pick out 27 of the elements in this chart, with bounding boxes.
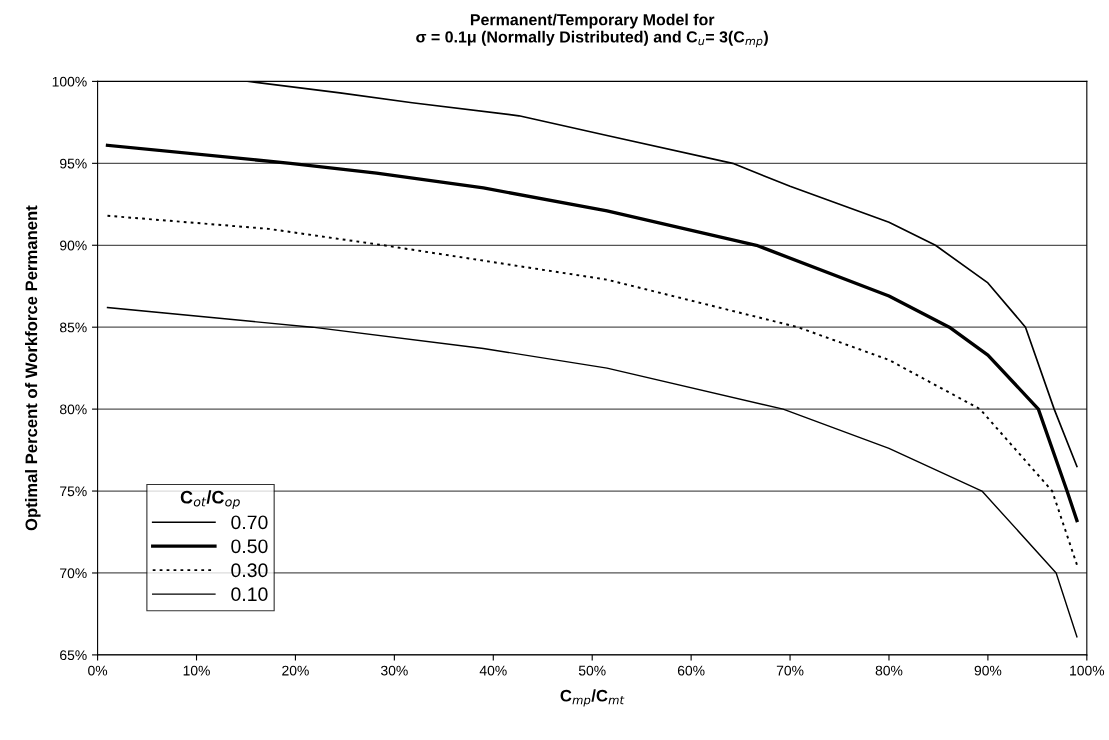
x-tick-label: 30%	[380, 665, 408, 676]
x-tick-label: 90%	[974, 665, 1002, 676]
x-tick-label: 100%	[1070, 665, 1105, 676]
legend-label: 0.70	[231, 515, 268, 530]
y-axis-title: Optimal Percent of Workforce Permanent	[25, 205, 41, 531]
x-tick-label: 70%	[776, 665, 804, 676]
x-tick-label: 80%	[875, 665, 903, 676]
legend-label: 0.10	[231, 587, 268, 602]
x-tick-label: 10%	[183, 665, 210, 676]
x-tick-label: 50%	[578, 665, 606, 676]
x-axis-title: C$_{mp}$/C$_{mt}$	[560, 689, 625, 707]
x-tick-label: 60%	[677, 665, 705, 676]
x-tick-label: 40%	[479, 665, 507, 676]
legend-title: C$_{ot}$/C$_{op}$	[180, 490, 240, 509]
y-tick-label: 95%	[60, 158, 87, 169]
y-tick-label: 80%	[59, 404, 87, 415]
y-tick-label: 70%	[60, 568, 87, 579]
y-tick-label: 75%	[60, 486, 87, 497]
y-tick-label: 85%	[59, 322, 87, 333]
legend-label: 0.30	[231, 563, 268, 578]
y-tick-label: 90%	[60, 240, 87, 251]
x-tick-label: 0%	[88, 665, 108, 676]
chart-title: Permanent/Temporary Model for σ = 0.1μ (Normally Distributed) and C$_{u}$= 3(C$_{mp}$)	[416, 13, 768, 48]
y-tick-label: 100%	[52, 76, 87, 87]
x-tick-label: 20%	[282, 665, 309, 676]
y-tick-label: 65%	[60, 650, 87, 661]
legend-label: 0.50	[231, 539, 268, 554]
